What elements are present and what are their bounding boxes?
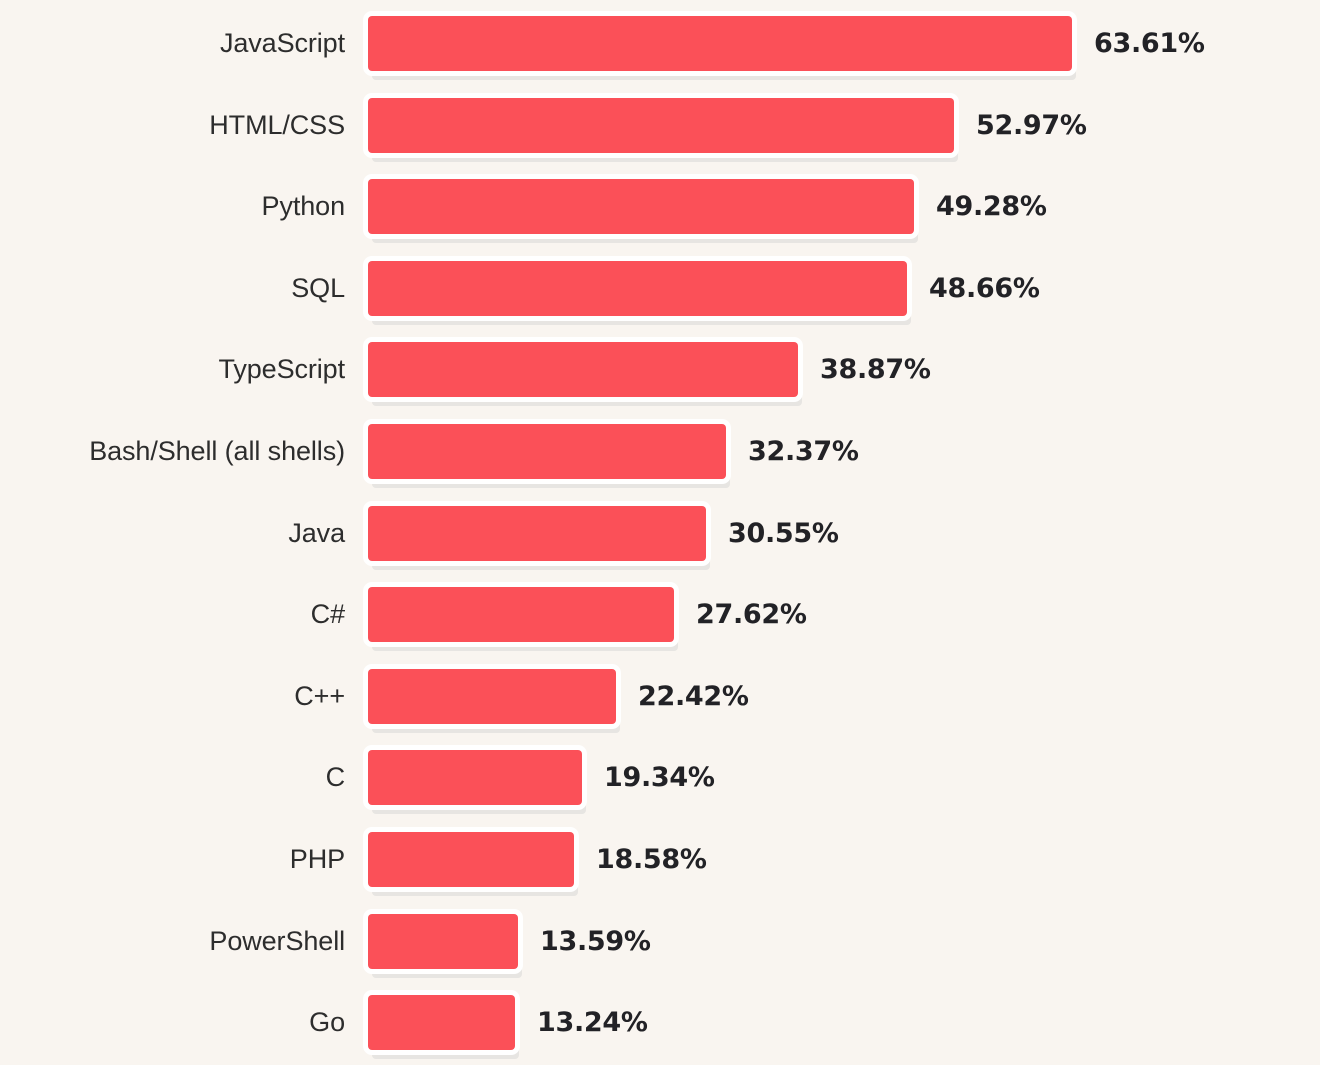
bar-row: C# 27.62% [0,582,1320,652]
bar[interactable] [368,587,674,643]
category-label: C# [310,599,345,630]
category-label: PHP [289,844,345,874]
bar-container [368,16,1076,80]
bar-container [368,260,911,325]
bar-container [368,587,678,652]
bar[interactable] [368,97,954,153]
bar[interactable] [368,505,706,561]
bar-value-label: 38.87% [820,354,931,386]
bar[interactable] [368,995,515,1051]
bar-row: TypeScript 38.87% [0,337,1320,407]
bar-container [368,913,522,978]
category-label: Go [309,1007,345,1038]
bar-value-label: 63.61% [1094,28,1205,59]
bar-container [368,424,730,488]
bar-value-label: 32.37% [748,436,859,467]
bar-value-label: 19.34% [604,762,715,794]
bar[interactable] [368,179,914,235]
bar-value-label: 22.42% [638,680,749,712]
bar-container [368,505,710,570]
bar-container [368,342,802,407]
bar[interactable] [368,16,1072,71]
category-label: C++ [294,680,345,711]
bar-row: HTML/CSS 52.97% [0,93,1320,162]
bar-value-label: 49.28% [936,191,1047,223]
bar-value-label: 52.97% [976,109,1087,141]
bar-container [368,750,586,815]
category-label: Bash/Shell (all shells) [89,436,345,466]
category-label: C [325,762,346,793]
bar-container [368,97,958,162]
bar-container [368,668,620,733]
bar-value-label: 13.24% [537,1007,648,1039]
bar-container [368,179,918,244]
bar[interactable] [368,424,726,479]
bar[interactable] [368,260,907,316]
bar-row: PowerShell 13.59% [0,909,1320,978]
bar[interactable] [368,342,798,398]
bar-row: Python 49.28% [0,174,1320,244]
bar-row: Go 13.24% [0,990,1320,1060]
bar-row: Java 30.55% [0,501,1320,570]
bar-row: SQL 48.66% [0,256,1320,325]
bar[interactable] [368,668,616,724]
bar-value-label: 48.66% [929,272,1040,304]
bar-row: PHP 18.58% [0,827,1320,896]
category-label: SQL [291,272,345,303]
bar-container [368,995,519,1060]
bar[interactable] [368,832,574,887]
category-label: Java [288,517,345,548]
category-label: TypeScript [218,354,345,385]
bar-value-label: 30.55% [728,517,839,549]
category-label: PowerShell [209,925,345,956]
bar[interactable] [368,750,582,806]
category-label: JavaScript [219,28,345,58]
bar-container [368,832,578,896]
bar[interactable] [368,913,518,969]
bar-value-label: 27.62% [696,599,807,631]
category-label: HTML/CSS [209,109,345,140]
bar-value-label: 18.58% [596,844,707,875]
bar-row: C++ 22.42% [0,664,1320,733]
category-label: Python [261,191,346,222]
bar-value-label: 13.59% [540,925,651,957]
bar-row: JavaScript 63.61% [0,11,1320,80]
bar-row: C 19.34% [0,745,1320,815]
bar-row: Bash/Shell (all shells) 32.37% [0,419,1320,488]
